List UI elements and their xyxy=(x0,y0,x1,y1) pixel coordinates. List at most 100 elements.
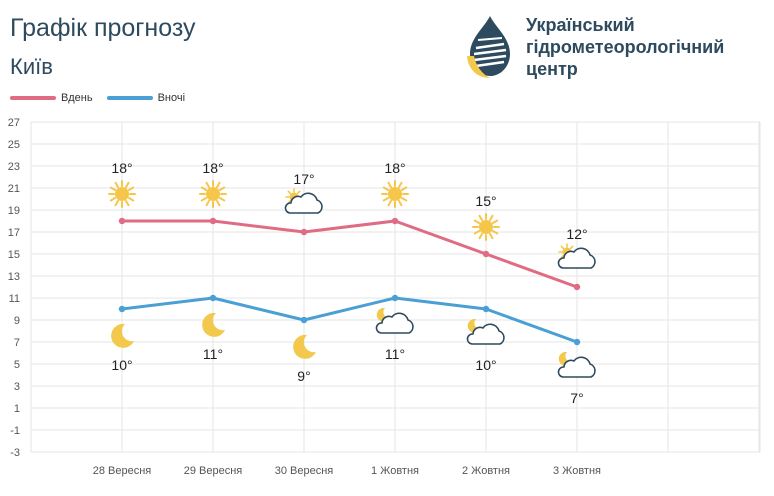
moon-shape xyxy=(202,312,225,337)
day-point xyxy=(573,283,581,291)
y-tick-label: 1 xyxy=(14,403,20,415)
y-tick-label: 15 xyxy=(8,249,20,261)
day-temp-label: 12° xyxy=(566,226,587,242)
sun-ray xyxy=(478,232,483,240)
sun-icon xyxy=(381,180,409,208)
sun-ray xyxy=(218,186,226,191)
sun-ray xyxy=(473,230,481,235)
sun-ray xyxy=(400,186,408,191)
legend-swatch-night xyxy=(106,96,153,100)
cloud-moon-icon xyxy=(466,318,505,345)
sun-ray xyxy=(109,197,117,202)
sun-ray xyxy=(109,186,117,191)
cloud-moon-icon xyxy=(557,351,596,378)
sun-ray xyxy=(125,181,130,189)
day-series-line xyxy=(122,219,578,289)
sun-ray xyxy=(382,197,390,202)
logo-line-3: центр xyxy=(526,59,578,79)
sun-disc xyxy=(388,187,402,201)
sun-ray xyxy=(127,197,135,202)
day-point xyxy=(118,217,126,225)
cloud-shape xyxy=(375,312,414,334)
sun-ray xyxy=(489,214,494,222)
y-tick-label: 27 xyxy=(8,117,20,129)
night-point xyxy=(482,305,490,313)
night-point xyxy=(391,294,399,302)
y-tick-label: 5 xyxy=(14,359,20,371)
day-temp-label: 18° xyxy=(111,160,132,176)
sun-disc xyxy=(479,220,493,234)
y-tick-label: -1 xyxy=(10,425,20,437)
sun-ray xyxy=(400,197,408,202)
city-name: Київ xyxy=(10,54,53,79)
cloud-shape xyxy=(557,356,596,378)
y-tick-label: 21 xyxy=(8,183,20,195)
sun-ray xyxy=(491,230,499,235)
day-temp-label: 15° xyxy=(475,193,496,209)
sun-ray xyxy=(125,199,130,207)
day-temp-label: 17° xyxy=(293,171,314,187)
legend-label-day: Вдень xyxy=(61,92,93,104)
x-tick-label: 28 Вересня xyxy=(93,465,152,477)
day-temp-label: 18° xyxy=(202,160,223,176)
sun-ray xyxy=(114,181,119,189)
sun-ray xyxy=(491,219,499,224)
y-tick-label: 25 xyxy=(8,139,20,151)
sun-ray xyxy=(200,197,208,202)
sun-ray xyxy=(398,181,403,189)
sun-disc xyxy=(206,187,220,201)
cloud-sun-icon xyxy=(284,188,323,214)
day-point xyxy=(482,250,490,258)
sun-ray xyxy=(200,186,208,191)
grid xyxy=(30,121,761,453)
legend-item-night[interactable]: Вночі xyxy=(106,92,185,104)
y-tick-label: 11 xyxy=(9,293,20,305)
night-series-line xyxy=(121,296,578,344)
night-temp-label: 11° xyxy=(385,346,405,362)
sun-ray xyxy=(478,214,483,222)
x-tick-label: 3 Жовтня xyxy=(553,465,601,477)
cloud-shape xyxy=(284,192,323,214)
sun-ray xyxy=(205,199,210,207)
logo-line-2: гідрометеорологічний xyxy=(526,37,725,57)
moon-shape xyxy=(111,323,134,348)
legend-item-day[interactable]: Вдень xyxy=(10,92,93,104)
legend: Вдень Вночі xyxy=(10,90,199,106)
x-tick-label: 1 Жовтня xyxy=(371,465,419,477)
sun-ray xyxy=(489,232,494,240)
sun-ray xyxy=(473,219,481,224)
day-temp-label: 18° xyxy=(384,160,405,176)
forecast-chart: 27 25 23 21 19 17 15 13 11 9 7 5 3 1 -1 -3 28 Вересня 29 … xyxy=(8,117,761,477)
night-temp-label: 10° xyxy=(111,357,132,373)
cloud-moon-icon xyxy=(375,307,414,334)
sun-ray xyxy=(398,199,403,207)
sun-ray xyxy=(560,245,565,250)
x-tick-label: 2 Жовтня xyxy=(462,465,510,477)
sun-ray xyxy=(296,190,301,195)
moon-icon xyxy=(202,312,225,337)
y-tick-label: 23 xyxy=(8,161,20,173)
sun-icon xyxy=(108,180,136,208)
logo-wordmark: Український гідрометеорологічний центр xyxy=(526,14,724,80)
sun-ray xyxy=(382,186,390,191)
night-point xyxy=(118,305,126,313)
sun-ray xyxy=(287,199,292,204)
y-tick-label: 13 xyxy=(8,271,20,283)
night-point xyxy=(300,316,308,324)
sun-ray xyxy=(387,199,392,207)
cloud-shape xyxy=(466,323,505,345)
chart-title: Графік прогнозу xyxy=(10,14,196,42)
day-point xyxy=(391,217,399,225)
moon-shape xyxy=(293,334,316,359)
sun-ray xyxy=(216,181,221,189)
y-tick-label: 17 xyxy=(8,227,20,239)
legend-swatch-day xyxy=(10,96,56,100)
y-tick-label: 7 xyxy=(14,337,20,349)
y-tick-label: 9 xyxy=(14,315,20,327)
night-temp-label: 11° xyxy=(203,346,223,362)
cloud-shape xyxy=(557,247,596,269)
moon-icon xyxy=(111,323,134,348)
moon-icon xyxy=(293,334,316,359)
sun-ray xyxy=(114,199,119,207)
x-tick-label: 30 Вересня xyxy=(275,465,334,477)
